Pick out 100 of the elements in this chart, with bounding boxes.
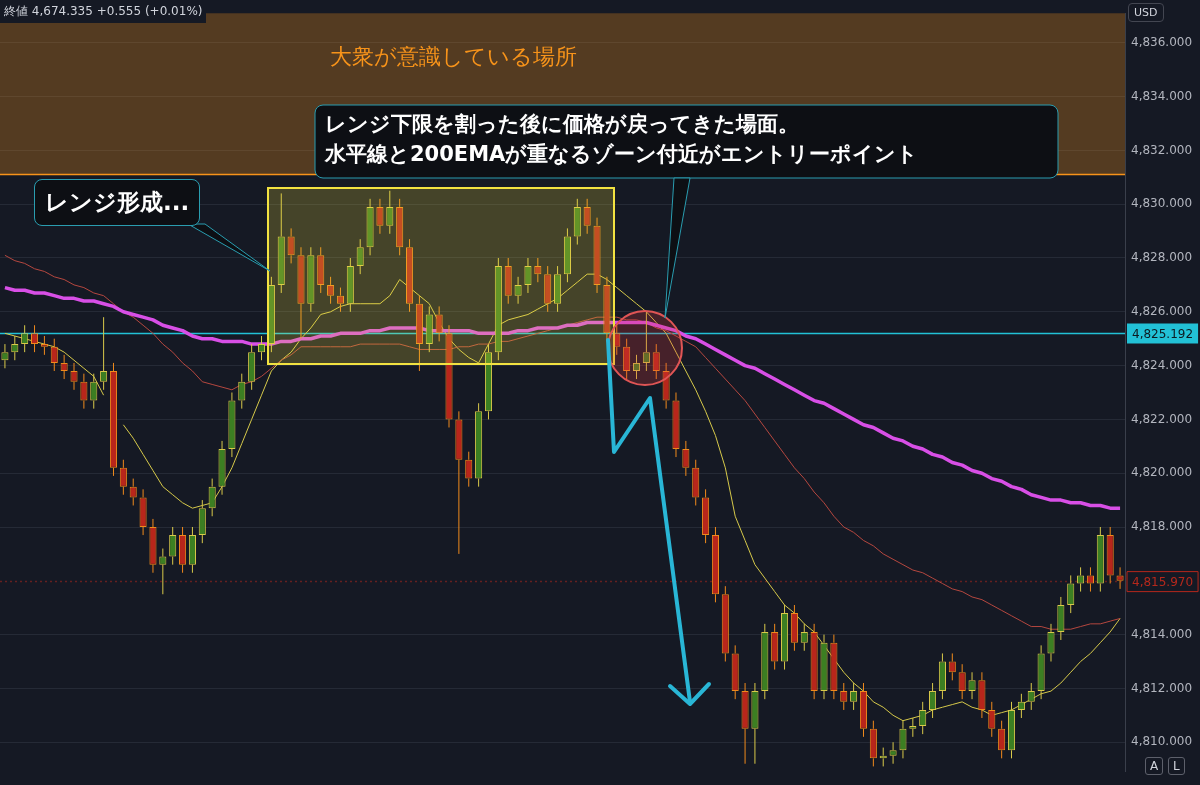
y-tick-label: 4,834.000 (1131, 88, 1193, 103)
candlestick (198, 499, 206, 544)
candlestick (1057, 596, 1065, 641)
y-tick-label: 4,820.000 (1131, 465, 1193, 480)
candlestick (751, 682, 759, 765)
candlestick (761, 623, 769, 700)
candlestick (771, 623, 779, 671)
candlestick (1, 343, 9, 369)
y-tick-label: 4,812.000 (1131, 680, 1193, 695)
candlestick (228, 392, 236, 458)
candlestick (248, 343, 256, 391)
y-tick-label: 4,836.000 (1131, 34, 1193, 49)
text: L (1168, 757, 1185, 775)
candlestick (396, 198, 404, 256)
candlestick (11, 335, 19, 361)
candlestick (70, 362, 78, 391)
candlestick (869, 720, 877, 767)
candlestick (405, 238, 414, 313)
candlestick (188, 526, 196, 574)
candlestick (672, 392, 680, 458)
candlestick (465, 451, 473, 488)
annotation: 終値 4,674.335 +0.555 (+0.01%) (0, 0, 207, 23)
candlestick (336, 287, 345, 313)
candlestick (859, 682, 868, 738)
ref-line-label: 4,815.970 (1132, 574, 1194, 589)
y-tick-label: 4,824.000 (1131, 357, 1193, 372)
candlestick (218, 440, 226, 496)
candlestick (583, 198, 591, 235)
candlestick (810, 623, 818, 700)
candlestick (563, 227, 571, 283)
candlestick (308, 246, 314, 313)
candlestick (623, 338, 631, 380)
candlestick (929, 682, 937, 719)
candlestick (239, 373, 245, 410)
candlestick (731, 644, 739, 700)
candlestick (514, 276, 522, 305)
candlestick (573, 198, 581, 246)
candlestick (50, 338, 58, 372)
candlestick (1037, 644, 1045, 700)
y-tick-label: 4,826.000 (1131, 303, 1193, 318)
candlestick (1077, 566, 1085, 593)
candlestick (820, 634, 828, 700)
y-tick-label: 4,822.000 (1131, 411, 1193, 426)
candlestick (60, 354, 68, 380)
y-tick-label: 4,832.000 (1131, 142, 1193, 157)
candlestick (366, 198, 374, 256)
candlestick (287, 227, 295, 264)
candlestick (593, 217, 601, 294)
candlestick (711, 526, 720, 603)
candlestick (614, 324, 620, 356)
annotation: 水平線と200EMAが重なるゾーン付近がエントリーポイント (325, 141, 919, 168)
candlestick (1116, 566, 1124, 590)
band-label: 大衆が意識している場所 (330, 43, 577, 69)
candlestick (978, 671, 986, 719)
candlestick (435, 305, 443, 342)
candlestick (257, 335, 266, 361)
candlestick (356, 238, 364, 275)
candlestick (179, 526, 187, 574)
candlestick (722, 585, 728, 663)
text: A (1145, 757, 1164, 775)
candlestick (682, 440, 690, 477)
y-tick-label: 4,814.000 (1131, 626, 1193, 641)
candlestick (169, 526, 177, 566)
candlestick (741, 682, 749, 765)
candlestick (1067, 574, 1075, 614)
candlestick (504, 257, 512, 305)
candlestick (1017, 693, 1025, 719)
candlestick (484, 343, 493, 420)
candlestick (889, 741, 897, 765)
y-tick-label: 4,818.000 (1131, 519, 1193, 534)
annotation: レンジ形成... (34, 179, 201, 226)
candlestick (544, 265, 552, 313)
candlestick (386, 190, 394, 235)
candlestick (998, 720, 1006, 759)
candlestick (702, 488, 710, 544)
candlestick (40, 335, 48, 356)
candlestick (139, 488, 147, 536)
candlestick (1086, 566, 1095, 593)
candlestick (109, 362, 118, 477)
candlestick (840, 682, 848, 711)
candlestick (1047, 623, 1055, 663)
candlestick (692, 459, 700, 506)
candlestick (376, 198, 384, 235)
candlestick (1027, 682, 1035, 711)
y-tick-label: 4,830.000 (1131, 196, 1193, 211)
candlestick (790, 604, 798, 652)
candlestick (208, 478, 216, 517)
candlestick (830, 634, 838, 700)
candlestick (988, 701, 996, 738)
candlestick (425, 305, 433, 353)
candlestick (149, 518, 157, 574)
candlestick (119, 459, 127, 496)
candlestick (938, 652, 946, 700)
candlestick (475, 402, 483, 488)
candlestick (968, 671, 976, 700)
candlestick (267, 276, 275, 353)
candlestick (800, 623, 808, 652)
candlestick (415, 295, 423, 372)
candlestick (298, 246, 304, 340)
candlestick (662, 362, 670, 410)
